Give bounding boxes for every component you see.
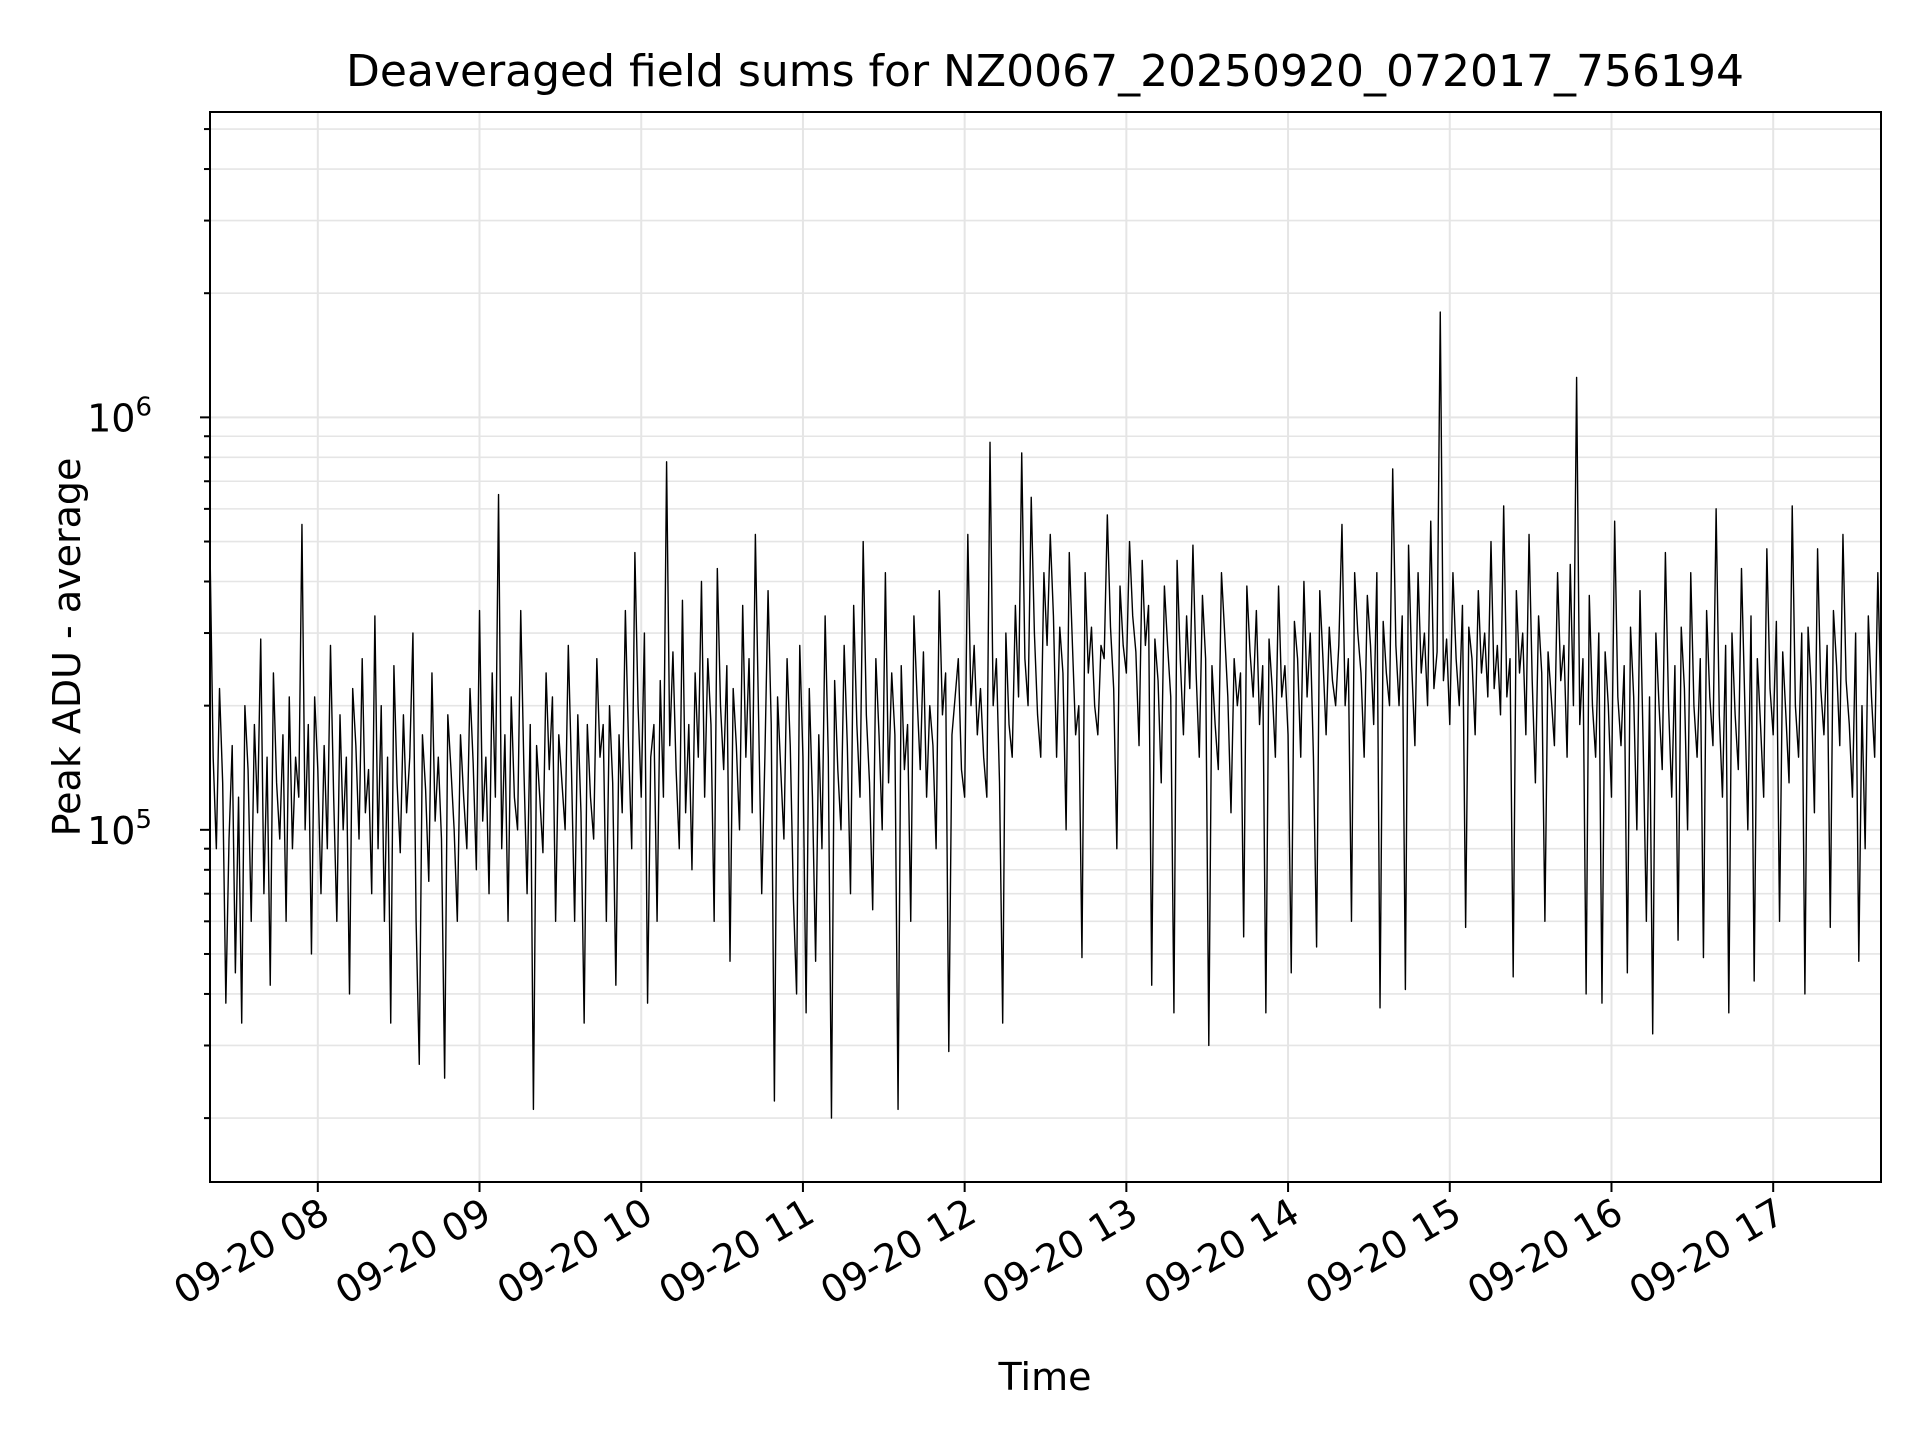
y-axis: 105 106 <box>87 128 210 1120</box>
chart-title: Deaveraged field sums for NZ0067_2025092… <box>346 46 1744 97</box>
plot-frame <box>209 111 1882 1183</box>
series-line <box>209 311 1882 1119</box>
y-tick-label: 106 <box>87 392 152 440</box>
x-axis-label: Time <box>998 1355 1092 1399</box>
y-axis-label: Peak ADU - average <box>45 458 89 837</box>
grid <box>210 112 1881 1182</box>
series-group <box>209 311 1882 1119</box>
y-tick-label: 105 <box>87 805 152 853</box>
